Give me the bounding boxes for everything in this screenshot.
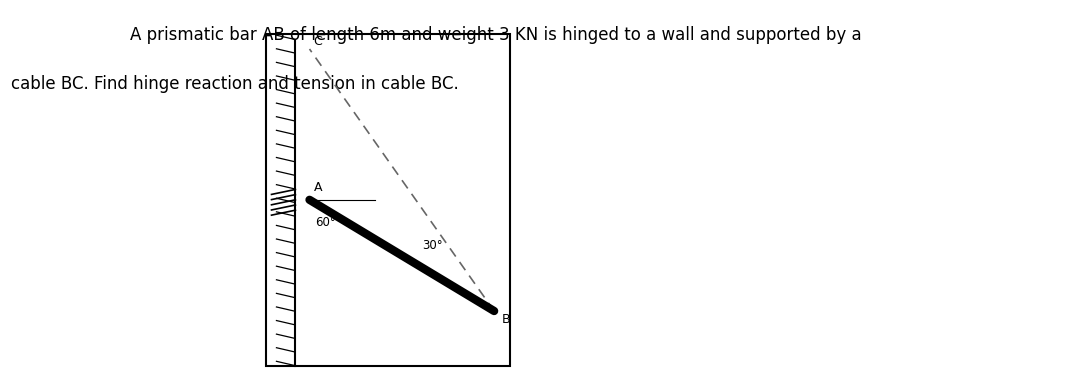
Text: A prismatic bar AB of length 6m and weight 3 KN is hinged to a wall and supporte: A prismatic bar AB of length 6m and weig…	[130, 26, 862, 44]
Text: A: A	[314, 181, 323, 194]
Text: B: B	[502, 313, 510, 326]
Bar	[266, 34, 510, 366]
Text: 30°: 30°	[421, 239, 442, 252]
Text: C: C	[313, 35, 321, 48]
Text: cable BC. Find hinge reaction and tension in cable BC.: cable BC. Find hinge reaction and tensio…	[11, 75, 458, 93]
Text: 60°: 60°	[315, 216, 336, 229]
